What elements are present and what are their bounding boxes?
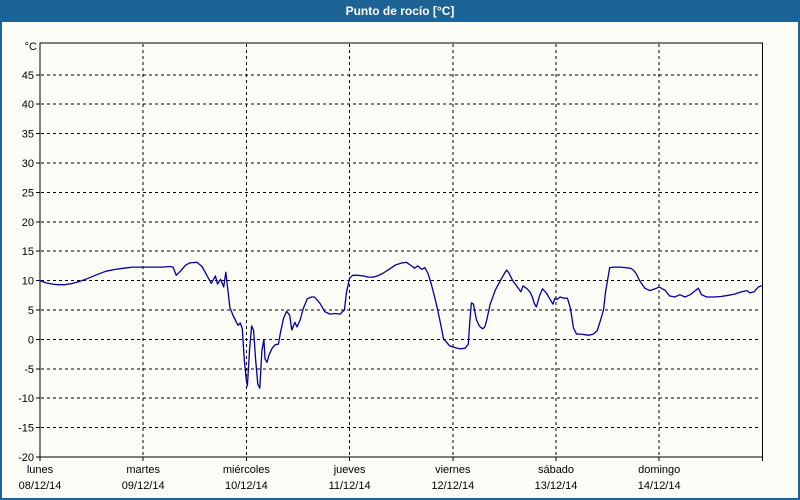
y-tick-label: 30	[22, 158, 34, 170]
x-day-label: sábado	[538, 464, 574, 476]
y-tick-label: 25	[22, 187, 34, 199]
y-tick-label: 40	[22, 99, 34, 111]
x-day-label: jueves	[333, 464, 366, 476]
x-date-label: 08/12/14	[19, 480, 62, 492]
x-date-label: 12/12/14	[431, 480, 474, 492]
x-date-label: 14/12/14	[638, 480, 681, 492]
window-title: Punto de rocío [°C]	[345, 4, 455, 18]
y-tick-label: 0	[28, 334, 34, 346]
y-tick-label: -20	[18, 452, 34, 464]
y-tick-label: 10	[22, 276, 34, 288]
x-date-label: 11/12/14	[329, 480, 371, 492]
x-day-label: martes	[126, 464, 160, 476]
y-tick-label: 35	[22, 129, 34, 141]
y-tick-label: 5	[28, 305, 34, 317]
x-day-label: miércoles	[223, 464, 271, 476]
x-date-label: 13/12/14	[535, 480, 578, 492]
x-day-label: domingo	[638, 464, 680, 476]
y-axis-unit-label: °C	[25, 41, 37, 53]
y-tick-label: -5	[24, 364, 34, 376]
dew-point-series-line	[39, 261, 763, 389]
y-tick-label: 15	[22, 246, 34, 258]
y-tick-label: 20	[22, 217, 34, 229]
window-titlebar: Punto de rocío [°C]	[0, 0, 800, 22]
y-tick-label: -15	[18, 423, 34, 435]
x-date-label: 10/12/14	[225, 480, 268, 492]
x-date-label: 09/12/14	[122, 480, 165, 492]
y-tick-label: 45	[22, 70, 34, 82]
plot-border	[39, 42, 763, 458]
x-day-label: lunes	[27, 464, 54, 476]
x-day-label: viernes	[435, 464, 471, 476]
y-tick-label: -10	[18, 393, 34, 405]
